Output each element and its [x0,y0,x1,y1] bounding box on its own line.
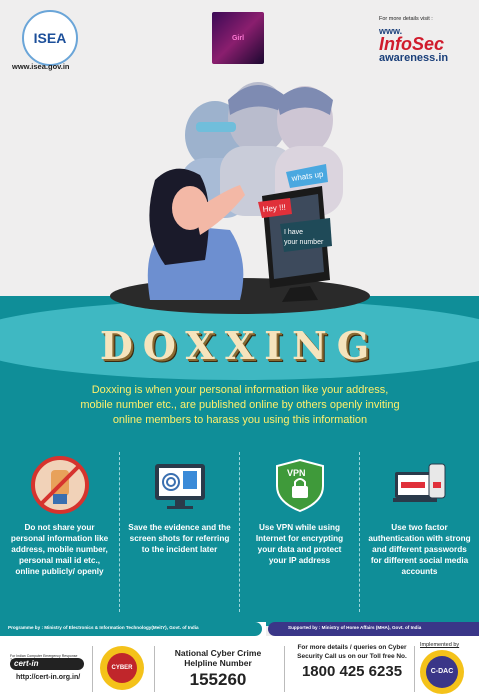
bubble-whatsup-icon: whats up [286,164,328,188]
tip-item: Use two factor authentication with stron… [359,452,479,612]
fingerprint-id-icon [154,464,205,509]
infosec-small-text: For more details visit : [379,16,433,22]
tollfree-number[interactable]: 1800 425 6235 [301,663,403,680]
two-factor-icon [392,463,445,502]
cert-url[interactable]: http://cert-in.org.in/ [16,674,81,681]
vpn-shield-icon: VPN [275,458,324,513]
infosec-logo[interactable]: For more details visit : www. InfoSec aw… [379,16,467,64]
description: Doxxing is when your personal informatio… [80,384,400,426]
bubble-number-icon: I have your number [280,218,332,252]
tip-text: Save the evidence and the screen shots f… [128,523,231,554]
center-badge-text: Girl [231,34,245,42]
tip-item: Do not share your personal information l… [0,452,119,612]
divider [414,646,415,692]
page-title: DOXXING [99,323,380,368]
implemented-by-label: Implemented by [420,642,460,648]
center-badge-logo: Girl [212,12,264,64]
infosec-awareness: awareness.in [379,52,449,64]
cert-in-logo[interactable]: cert-in [10,658,84,670]
infosec-www: www. [379,26,403,36]
tip-item: Save the evidence and the screen shots f… [119,452,239,612]
tollfree-text: For more details / queries on Cyber Secu… [297,644,407,660]
supported-text: Supported by : Ministry of Home Affairs … [288,625,422,630]
programme-bar: Programme by : Ministry of Electronics &… [0,622,266,636]
svg-text:Hey !!!: Hey !!! [262,203,286,214]
tips-row: Do not share your personal information l… [0,452,479,612]
tip-text: Use two factor authentication with stron… [368,523,471,576]
tip-text: Do not share your personal information l… [10,523,109,576]
tollfree-block: For more details / queries on Cyber Secu… [292,644,412,680]
svg-text:VPN: VPN [287,468,306,478]
footer: For Indian Computer Emergency Response T… [0,636,479,699]
isea-url[interactable]: www.isea.gov.in [12,62,70,71]
isea-logo-text: ISEA [33,30,67,46]
stop-hand-icon [30,456,89,514]
tip-text: Use VPN while using Internet for encrypt… [255,523,344,565]
cyber-dost-logo: CYBER DOST [100,646,144,699]
hero-illustration: whats up Hey !!! I have your number [0,60,479,320]
cdac-logo: C-DAC [420,650,464,694]
svg-text:your number: your number [284,239,324,246]
helpline-block: National Cyber Crime Helpline Number 155… [162,648,274,690]
supported-bar: Supported by : Ministry of Home Affairs … [268,622,479,636]
helpline-number[interactable]: 155260 [189,670,247,689]
divider [92,646,93,692]
divider [284,646,285,692]
cdac-text: C-DAC [426,656,458,688]
programme-text: Programme by : Ministry of Electronics &… [8,625,199,630]
woman-figure-icon [147,168,245,300]
infosec-brand: InfoSec [379,34,445,54]
cyber-dost-text: CYBER DOST [107,653,137,699]
divider [154,646,155,692]
isea-logo[interactable]: ISEA [22,10,78,66]
bubble-hey-icon: Hey !!! [258,198,292,218]
helpline-title: National Cyber Crime Helpline Number [174,648,262,668]
tip-item: VPN Use VPN while using Internet for enc… [239,452,359,612]
svg-text:I have: I have [284,229,303,236]
